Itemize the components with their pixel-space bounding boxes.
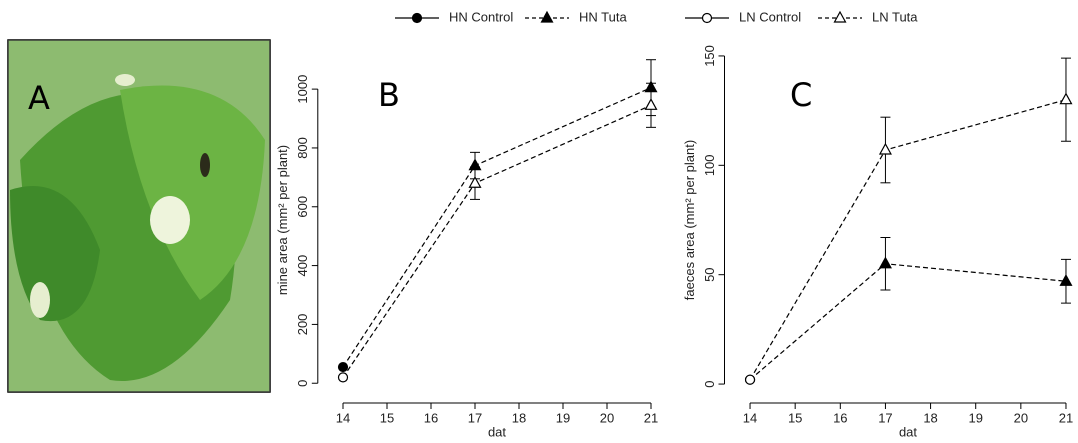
series-line [342, 87, 652, 368]
series-line [749, 99, 1067, 380]
point [878, 256, 892, 269]
x-tick-label: 16 [833, 410, 847, 425]
y-tick-label: 150 [702, 45, 717, 67]
x-tick-label: 17 [878, 410, 892, 425]
y-axis-label: faeces area (mm² per plant) [682, 140, 697, 300]
legend-marker [833, 10, 847, 23]
y-tick-label: 100 [702, 154, 717, 176]
mine [115, 74, 135, 86]
series-line [342, 104, 652, 378]
x-tick-label: 20 [600, 410, 614, 425]
panel-label: B [378, 76, 400, 114]
point [337, 361, 349, 373]
x-axis-label: dat [488, 424, 506, 439]
x-tick-label: 20 [1014, 410, 1028, 425]
point [337, 372, 349, 383]
point [1059, 274, 1073, 286]
mine [150, 196, 190, 244]
x-tick-label: 21 [1059, 410, 1073, 425]
x-tick-label: 18 [512, 410, 526, 425]
y-tick-label: 600 [295, 196, 310, 218]
faeces [200, 153, 210, 177]
point [1059, 92, 1073, 105]
y-tick-label: 0 [295, 380, 310, 387]
x-tick-label: 18 [923, 410, 937, 425]
legend-marker [411, 12, 423, 24]
y-tick-label: 400 [295, 255, 310, 277]
point [468, 175, 482, 188]
x-tick-label: 15 [788, 410, 802, 425]
x-tick-label: 19 [968, 410, 982, 425]
x-tick-label: 21 [644, 410, 658, 425]
y-tick-label: 200 [295, 314, 310, 336]
leaf [120, 85, 265, 300]
point [878, 142, 892, 155]
x-tick-label: 14 [743, 410, 757, 425]
legend-label: LN Control [739, 9, 801, 24]
x-tick-label: 17 [468, 410, 482, 425]
y-tick-label: 800 [295, 137, 310, 159]
legend-marker [701, 12, 713, 24]
y-tick-label: 0 [702, 380, 717, 387]
x-tick-label: 14 [336, 410, 350, 425]
legend-label: HN Tuta [579, 9, 627, 24]
mine [30, 282, 50, 318]
point [744, 374, 756, 385]
x-tick-label: 15 [380, 410, 394, 425]
leaf [10, 186, 100, 322]
point [644, 98, 658, 110]
legend-label: LN Tuta [872, 9, 918, 24]
x-tick-label: 16 [424, 410, 438, 425]
legend-marker [540, 10, 554, 23]
legend-label: HN Control [449, 9, 513, 24]
y-axis-label: mine area (mm² per plant) [275, 145, 290, 295]
leaf-photo [7, 39, 271, 393]
y-tick-label: 1000 [295, 75, 310, 104]
series-line [749, 263, 1067, 381]
x-tick-label: 19 [556, 410, 570, 425]
panel-label: C [790, 76, 812, 114]
x-axis-label: dat [899, 424, 917, 439]
panel-label: A [28, 79, 50, 117]
y-tick-label: 50 [702, 267, 717, 281]
